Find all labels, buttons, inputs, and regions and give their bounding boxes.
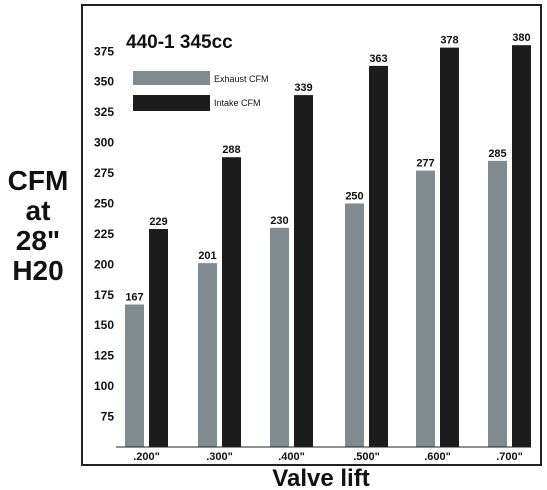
data-label: 250 — [345, 190, 363, 202]
bar-exhaust — [125, 304, 144, 447]
x-tick-label: .700" — [496, 451, 523, 463]
y-tick-label: 175 — [94, 288, 114, 302]
data-label: 167 — [125, 292, 143, 304]
y-tick-label: 300 — [94, 136, 114, 150]
y-tick-label: 150 — [94, 318, 114, 332]
data-label: 229 — [149, 216, 167, 228]
plot-frame — [81, 4, 542, 466]
legend-swatch-intake — [133, 95, 210, 111]
x-tick-label: .300" — [206, 451, 233, 463]
legend-label-intake: Intake CFM — [214, 98, 261, 108]
data-label: 230 — [270, 215, 288, 227]
y-axis-label-line-4: H20 — [12, 255, 63, 286]
y-tick-label: 200 — [94, 257, 114, 271]
chart-title: 440-1 345cc — [126, 32, 233, 53]
bar-exhaust — [270, 227, 289, 447]
bar-intake — [512, 45, 531, 447]
legend-swatch-exhaust — [133, 71, 210, 85]
bar-intake — [440, 47, 459, 448]
y-axis-ticks: 75 100 125 150 175 200 225 250 275 300 325 350 375 — [94, 44, 114, 423]
x-axis-label: Valve lift — [272, 465, 369, 490]
y-tick-label: 75 — [101, 410, 115, 424]
y-tick-label: 325 — [94, 105, 114, 119]
y-axis-label: CFM at 28" H20 — [8, 165, 69, 286]
y-tick-label: 350 — [94, 75, 114, 89]
data-label: 363 — [369, 53, 387, 65]
data-label: 285 — [488, 148, 506, 160]
bar-exhaust — [198, 263, 217, 447]
y-axis-label-line-1: CFM — [8, 165, 69, 196]
y-tick-label: 275 — [94, 166, 114, 180]
x-tick-label: .600" — [424, 451, 451, 463]
bar-exhaust — [488, 160, 507, 447]
x-tick-label: .400" — [278, 451, 305, 463]
x-tick-label: .200" — [133, 451, 160, 463]
bar-exhaust — [345, 203, 364, 447]
legend-label-exhaust: Exhaust CFM — [214, 74, 269, 84]
y-tick-label: 250 — [94, 196, 114, 210]
data-label: 380 — [512, 32, 530, 44]
bars: 167 229 201 288 230 339 250 363 277 378 285 380 — [125, 32, 531, 448]
data-label: 201 — [198, 250, 216, 262]
data-label: 378 — [440, 35, 458, 47]
y-tick-label: 125 — [94, 349, 114, 363]
bar-intake — [369, 65, 388, 448]
x-tick-label: .500" — [353, 451, 380, 463]
bar-exhaust — [416, 170, 435, 447]
y-tick-label: 225 — [94, 227, 114, 241]
bar-intake — [149, 229, 168, 447]
y-tick-label: 100 — [94, 379, 114, 393]
data-label: 288 — [222, 144, 240, 156]
y-axis-label-line-3: 28" — [16, 225, 60, 256]
bar-intake — [294, 95, 313, 447]
bar-intake — [222, 157, 241, 447]
x-axis-ticks: .200" .300" .400" .500" .600" .700" — [133, 451, 523, 463]
y-axis-label-line-2: at — [26, 195, 51, 226]
legend: Exhaust CFM Intake CFM — [133, 71, 269, 111]
y-tick-label: 375 — [94, 44, 114, 58]
data-label: 339 — [294, 82, 312, 94]
data-label: 277 — [416, 158, 434, 170]
